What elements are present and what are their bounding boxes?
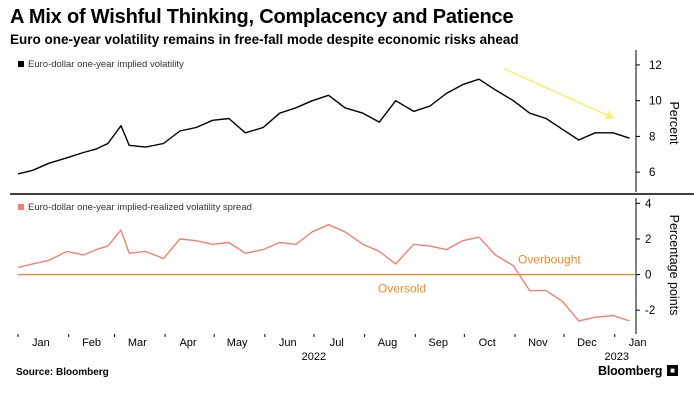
x-month-label: Jul xyxy=(330,337,344,349)
x-month-label: May xyxy=(227,337,248,349)
vol-spread-line xyxy=(17,223,630,322)
x-month-label: Mar xyxy=(128,337,147,349)
x-year-label: 2023 xyxy=(605,351,629,363)
top-legend-label: Euro-dollar one-year implied volatility xyxy=(28,59,184,70)
trend-arrow-line xyxy=(503,67,616,120)
bottom-y-tick-label: 2 xyxy=(645,234,651,246)
bloomberg-logo: Bloomberg xyxy=(598,364,663,378)
top-y-tick-label: 10 xyxy=(649,96,662,108)
top-y-tick-label: 12 xyxy=(649,60,662,72)
x-month-label: Sep xyxy=(428,337,448,349)
x-month-label: Jan xyxy=(32,337,50,349)
x-month-label: Feb xyxy=(82,337,101,349)
bottom-y-axis-title: Percentage points xyxy=(667,215,681,316)
implied-volatility-line xyxy=(17,78,630,175)
x-month-label: Nov xyxy=(528,337,548,349)
x-month-label: Apr xyxy=(179,337,196,349)
x-month-label: Jan xyxy=(629,337,647,349)
x-month-label: Dec xyxy=(577,337,597,349)
overbought-label: Overbought xyxy=(518,253,581,267)
top-y-axis-title: Percent xyxy=(667,101,681,145)
chart-title: A Mix of Wishful Thinking, Complacency a… xyxy=(10,6,514,28)
bottom-legend-label: Euro-dollar one-year implied-realized vo… xyxy=(28,202,252,213)
x-year-label: 2022 xyxy=(302,351,326,363)
top-y-tick-label: 6 xyxy=(649,167,655,179)
x-month-label: Jun xyxy=(279,337,297,349)
source-note: Source: Bloomberg xyxy=(16,367,109,378)
bottom-y-tick-label: 0 xyxy=(645,270,651,282)
bottom-y-tick-label: -2 xyxy=(645,305,655,317)
top-y-tick-label: 8 xyxy=(649,131,655,143)
x-month-label: Aug xyxy=(378,337,398,349)
x-month-label: Oct xyxy=(479,337,496,349)
bottom-y-tick-label: 4 xyxy=(645,198,652,210)
top-legend-swatch xyxy=(18,61,24,67)
oversold-label: Oversold xyxy=(378,282,426,296)
bottom-legend-swatch xyxy=(18,204,24,210)
chart-subtitle: Euro one-year volatility remains in free… xyxy=(10,32,519,47)
trend-arrow-head xyxy=(604,110,615,120)
bloomberg-mark-icon: ■ xyxy=(667,365,678,376)
